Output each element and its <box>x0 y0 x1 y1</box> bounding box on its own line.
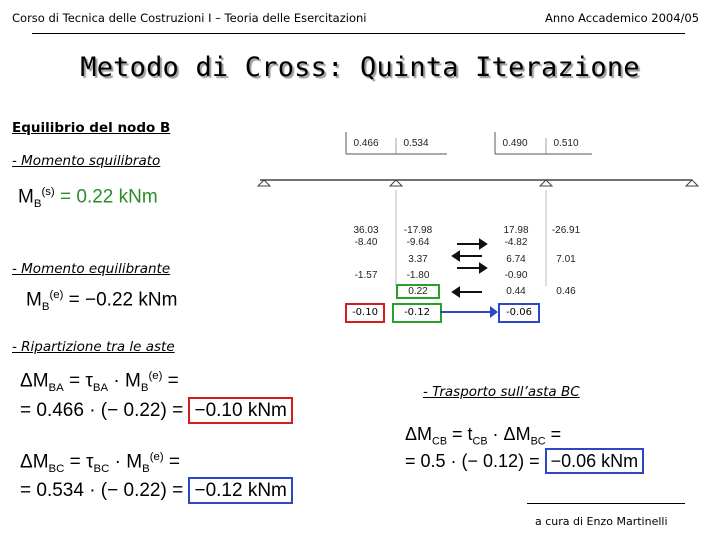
section-squilibrato: - Momento squilibrato <box>12 153 161 169</box>
result-cb-box: −0.06 kNm <box>544 448 645 474</box>
eq-delta-m-ba-definition: ΔMBA = τBA · MB(e) = <box>20 370 179 395</box>
eq-delta-m-bc-definition: ΔMBC = τBC · MB(e) = <box>20 451 180 476</box>
eq-delta-m-ba-value: = 0.466 · (− 0.22) = −0.10 kNm <box>20 397 293 424</box>
col3-row4: -0.90 <box>504 270 528 281</box>
result-ba-box: −0.10 kNm <box>188 397 293 424</box>
col2-row3: 3.37 <box>408 254 428 265</box>
col2-row5-highlight: 0.22 <box>396 284 440 299</box>
col1-row1: 36.03 <box>353 225 379 236</box>
col4-row3: 7.01 <box>556 254 576 265</box>
eq-delta-m-cb-value: = 0.5 · (− 0.12) = −0.06 kNm <box>405 448 645 474</box>
eq-delta-m-bc-value: = 0.534 · (− 0.22) = −0.12 kNm <box>20 477 293 504</box>
support-b <box>388 179 404 187</box>
transport-arrow-head <box>490 306 498 318</box>
support-a <box>256 179 272 187</box>
section-trasporto: - Trasporto sull’asta BC <box>423 384 580 400</box>
col3-row5: 0.44 <box>506 286 526 297</box>
result-bc-box: −0.12 kNm <box>188 477 293 504</box>
section-ripartizione: - Ripartizione tra le aste <box>12 339 175 355</box>
cross-table-diagram: 0.466 0.534 0.490 0.510 3 <box>242 128 702 300</box>
col2-row2: -9.64 <box>406 237 430 248</box>
footer-credit: a cura di Enzo Martinelli <box>535 515 668 528</box>
col4-row5: 0.46 <box>556 286 576 297</box>
new-value-ba: -0.10 <box>345 303 385 323</box>
col3-row2: -4.82 <box>504 237 528 248</box>
eq-momento-equilibrante: MB(e) = −0.22 kNm <box>26 289 178 314</box>
col4-row1: -26.91 <box>551 225 581 236</box>
support-c <box>538 179 554 187</box>
beam-svg <box>256 132 700 298</box>
col3-row1: 17.98 <box>503 225 529 236</box>
eq-delta-m-cb-definition: ΔMCB = tCB · ΔMBC = <box>405 424 562 448</box>
col2-row1: -17.98 <box>403 225 433 236</box>
col1-row4: -1.57 <box>354 270 378 281</box>
new-value-bc: -0.12 <box>392 303 442 323</box>
dist-factor-cd: 0.510 <box>553 138 579 149</box>
course-title: Corso di Tecnica delle Costruzioni I – T… <box>12 11 367 25</box>
dist-factor-cb: 0.490 <box>502 138 528 149</box>
col1-row2: -8.40 <box>354 237 378 248</box>
transport-arrow-line <box>440 311 492 313</box>
header-rule <box>32 33 685 34</box>
new-value-cb: -0.06 <box>498 303 540 323</box>
support-d <box>684 179 700 187</box>
dist-factor-bc: 0.534 <box>403 138 429 149</box>
eq-momento-squilibrato: MB(s) = 0.22 kNm <box>18 186 158 211</box>
section-equilibrante: - Momento equilibrante <box>12 261 171 277</box>
academic-year: Anno Accademico 2004/05 <box>545 11 700 25</box>
section-equilibrio: Equilibrio del nodo B <box>12 120 171 136</box>
col3-row3: 6.74 <box>506 254 526 265</box>
col2-row4: -1.80 <box>406 270 430 281</box>
dist-factor-ba: 0.466 <box>353 138 379 149</box>
footer-rule <box>527 503 685 504</box>
slide-title: Metodo di Cross: Quinta Iterazione <box>80 52 640 83</box>
